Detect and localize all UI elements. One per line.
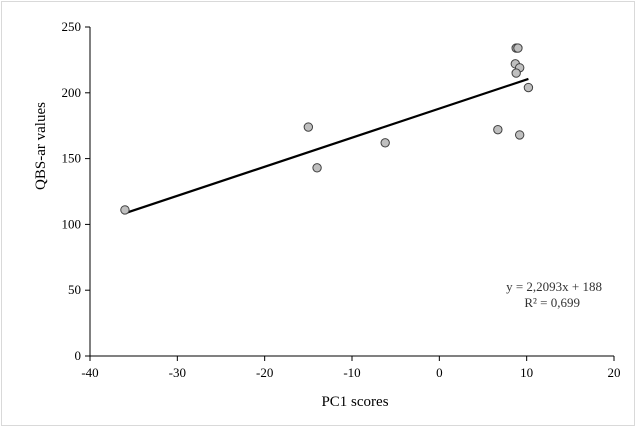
data-point: [523, 82, 534, 93]
x-tick-label: 20: [608, 365, 621, 380]
x-tick-label: 0: [436, 365, 443, 380]
trendline: [124, 77, 529, 215]
y-tick-label: 250: [62, 19, 82, 34]
x-axis-label: PC1 scores: [321, 394, 388, 410]
y-axis-label: QBS-ar values: [33, 102, 49, 190]
data-point: [303, 122, 314, 132]
data-point: [380, 138, 390, 148]
y-tick-label: 50: [68, 282, 81, 297]
data-point: [514, 130, 525, 140]
data-point: [513, 43, 523, 53]
x-tick-label: -30: [169, 365, 186, 380]
data-point: [120, 205, 130, 215]
y-tick-label: 0: [75, 348, 82, 363]
trendline-equation: y = 2,2093x + 188: [506, 279, 602, 294]
x-tick-label: -20: [256, 365, 273, 380]
y-tick-label: 150: [62, 151, 82, 166]
y-tick-label: 200: [62, 85, 82, 100]
data-points: [120, 43, 534, 215]
x-tick-label: 10: [520, 365, 533, 380]
data-point: [312, 163, 322, 173]
trendline-group: [124, 77, 529, 215]
trendline-r-squared: R² = 0,699: [524, 295, 580, 310]
data-point: [493, 124, 503, 135]
y-tick-label: 100: [62, 216, 82, 231]
data-point: [511, 68, 521, 78]
x-tick-label: -40: [81, 365, 98, 380]
axes: 0 50 100 150 200 250 -40 -30 -20 -10 0 10 20: [62, 19, 621, 380]
x-tick-label: -10: [343, 365, 360, 380]
